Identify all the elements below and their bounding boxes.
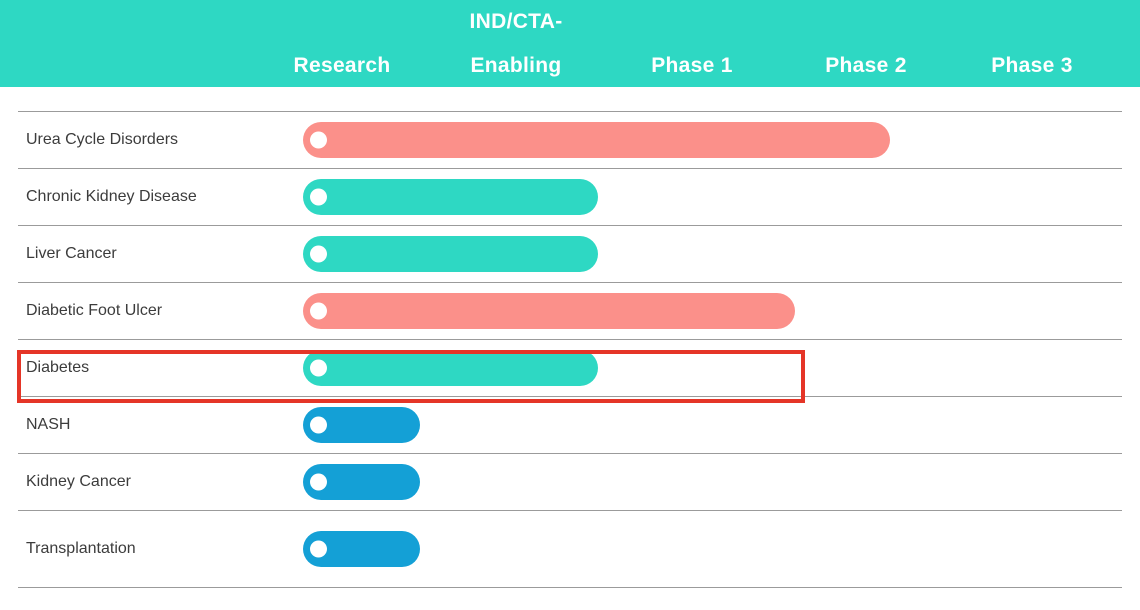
bar-start-dot-icon: [310, 302, 327, 320]
indication-label: Urea Cycle Disorders: [26, 131, 179, 148]
pipeline-row[interactable]: Transplantation: [18, 511, 1122, 588]
stage-header: Research IND/CTA- Enabling Phase 1 Phase…: [0, 0, 1140, 87]
column-header-phase1: Phase 1: [651, 54, 733, 77]
bar-start-dot-icon: [310, 473, 327, 491]
bar-start-dot-icon: [310, 131, 327, 149]
pipeline-bar[interactable]: [303, 464, 420, 500]
pipeline-row[interactable]: Kidney Cancer: [18, 454, 1122, 511]
indication-label: NASH: [26, 416, 71, 433]
pipeline-row[interactable]: Diabetic Foot Ulcer: [18, 283, 1122, 340]
pipeline-row[interactable]: Chronic Kidney Disease: [18, 169, 1122, 226]
indication-label: Transplantation: [26, 540, 136, 557]
bar-start-dot-icon: [310, 188, 327, 206]
pipeline-bar[interactable]: [303, 179, 598, 215]
bar-start-dot-icon: [310, 359, 327, 377]
indication-label: Diabetic Foot Ulcer: [26, 302, 163, 319]
column-header-phase2: Phase 2: [825, 54, 907, 77]
bar-start-dot-icon: [310, 245, 327, 263]
bar-start-dot-icon: [310, 540, 327, 558]
pipeline-bar[interactable]: [303, 350, 598, 386]
column-header-ind-cta-line1: IND/CTA-: [469, 10, 563, 33]
pipeline-bar[interactable]: [303, 407, 420, 443]
pipeline-bar[interactable]: [303, 236, 598, 272]
pipeline-row[interactable]: Liver Cancer: [18, 226, 1122, 283]
pipeline-row[interactable]: Diabetes: [18, 340, 1122, 397]
pipeline-bar[interactable]: [303, 531, 420, 567]
column-header-research: Research: [293, 54, 391, 77]
indication-label: Chronic Kidney Disease: [26, 188, 197, 205]
column-header-ind-cta-line2: Enabling: [470, 54, 562, 77]
indication-label: Liver Cancer: [26, 245, 117, 262]
pipeline-table: Urea Cycle Disorders Chronic Kidney Dise…: [18, 111, 1122, 588]
indication-label: Diabetes: [26, 359, 90, 376]
pipeline-bar[interactable]: [303, 122, 890, 158]
indication-label: Kidney Cancer: [26, 473, 131, 490]
pipeline-row[interactable]: Urea Cycle Disorders: [18, 112, 1122, 169]
bar-start-dot-icon: [310, 416, 327, 434]
pipeline-row[interactable]: NASH: [18, 397, 1122, 454]
column-header-phase3: Phase 3: [991, 54, 1073, 77]
pipeline-bar[interactable]: [303, 293, 795, 329]
